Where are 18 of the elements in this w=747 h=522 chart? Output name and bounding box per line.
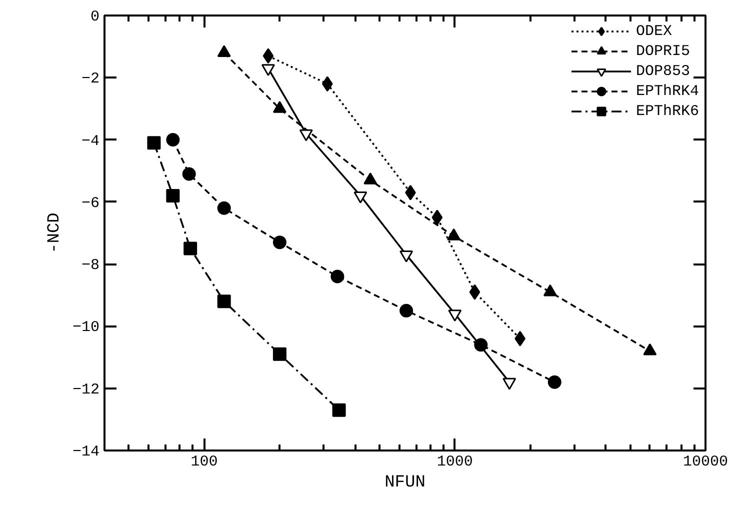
legend-label: EPThRK6 [636, 102, 699, 120]
y-tick-label: −12 [72, 381, 100, 398]
y-tick-label: 0 [90, 8, 100, 26]
x-axis-title: NFUN [384, 474, 426, 492]
y-tick-label: −4 [81, 132, 100, 150]
y-axis-title: -NCD [45, 212, 64, 254]
y-tick-label: −8 [81, 257, 100, 274]
x-tick-label: 100 [190, 454, 218, 470]
legend-label: DOPRI5 [636, 42, 690, 60]
legend-label: DOP853 [636, 62, 690, 80]
x-tick-label: 10000 [682, 454, 728, 470]
y-tick-label: −10 [72, 319, 100, 336]
legend-label: EPThRK4 [636, 82, 699, 100]
y-tick-label: −14 [72, 444, 100, 460]
y-tick-label: −6 [81, 194, 100, 212]
legend-label: ODEX [636, 22, 672, 40]
x-tick-label: 1000 [436, 454, 473, 470]
y-tick-label: −2 [81, 70, 100, 88]
